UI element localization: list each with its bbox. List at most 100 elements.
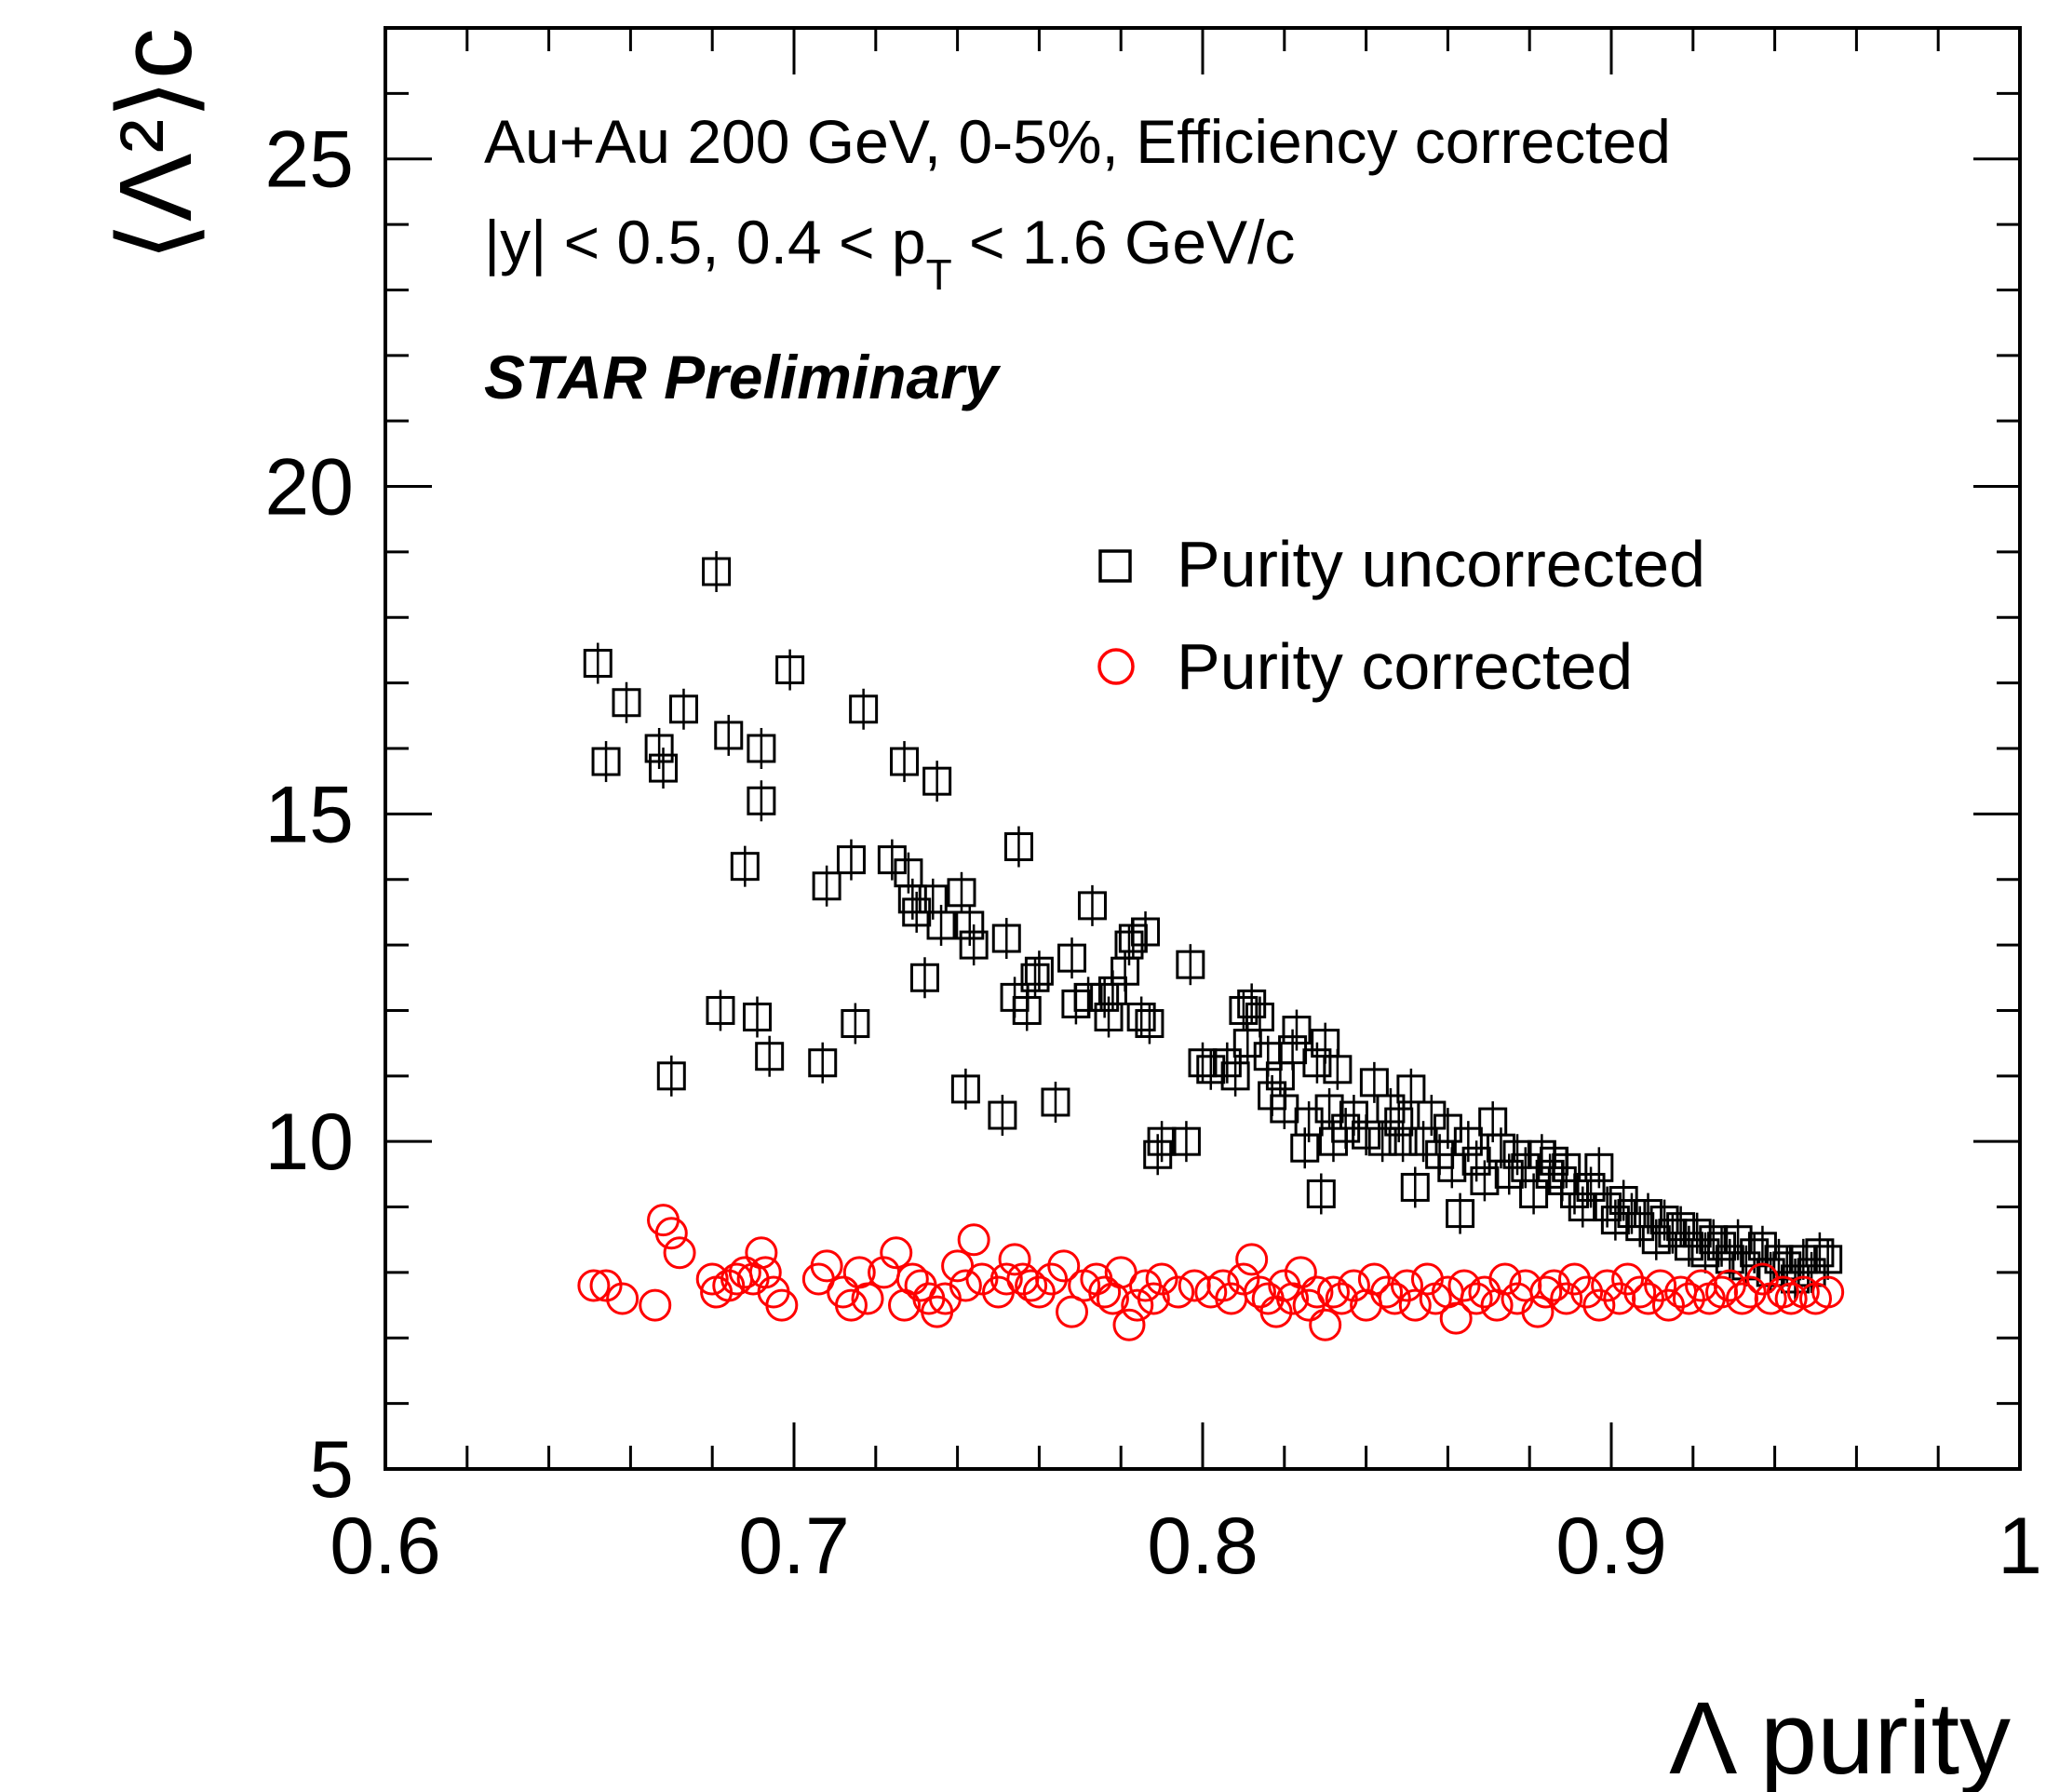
point-corrected: [1550, 1282, 1583, 1315]
point-uncorrected: [1470, 1165, 1500, 1195]
annotation-line2-b: < 1.6 GeV/c: [952, 208, 1296, 276]
point-corrected: [606, 1282, 639, 1315]
point-uncorrected: [922, 766, 952, 796]
annotation-line1: Au+Au 200 GeV, 0-5%, Efficiency correcte…: [484, 107, 1671, 176]
point-uncorrected: [656, 1061, 686, 1091]
point-corrected: [1121, 1288, 1154, 1322]
point-uncorrected: [1576, 1172, 1606, 1202]
point-corrected: [895, 1262, 929, 1296]
point-corrected: [765, 1288, 799, 1322]
x-tick-label: 0.8: [1147, 1502, 1259, 1591]
point-corrected: [1047, 1249, 1081, 1283]
point-corrected: [1529, 1275, 1563, 1309]
point-corrected: [1391, 1269, 1423, 1302]
point-uncorrected: [1220, 1061, 1250, 1091]
point-corrected: [1162, 1275, 1195, 1309]
series-purity-corrected: [577, 1204, 1845, 1341]
point-uncorrected: [955, 910, 985, 940]
point-uncorrected: [1245, 1002, 1274, 1031]
point-uncorrected: [1715, 1245, 1744, 1274]
legend-marker-square: [1098, 549, 1132, 583]
point-uncorrected: [591, 747, 621, 776]
point-uncorrected: [583, 649, 612, 679]
point-corrected: [851, 1282, 884, 1315]
point-uncorrected: [841, 1009, 870, 1039]
point-uncorrected: [1131, 917, 1161, 947]
point-uncorrected: [1073, 982, 1103, 1012]
point-corrected: [695, 1262, 729, 1296]
point-corrected: [957, 1223, 990, 1257]
point-corrected: [1300, 1275, 1334, 1309]
point-corrected: [1644, 1269, 1677, 1302]
x-axis-title: Λ purity: [1669, 1681, 2011, 1792]
point-uncorrected: [1400, 1172, 1430, 1202]
point-corrected: [1137, 1282, 1170, 1315]
point-corrected: [1235, 1243, 1269, 1276]
point-corrected: [989, 1262, 1023, 1296]
point-corrected: [728, 1256, 761, 1289]
point-uncorrected: [909, 963, 939, 992]
legend-marker-circle: [1097, 648, 1135, 685]
point-uncorrected: [1229, 995, 1259, 1025]
point-corrected: [1591, 1269, 1624, 1302]
point-corrected: [1664, 1275, 1698, 1309]
point-uncorrected: [1323, 1055, 1353, 1085]
point-uncorrected: [747, 786, 776, 815]
y-tick-label: 25: [264, 115, 354, 205]
point-corrected: [1672, 1282, 1705, 1315]
point-corrected: [712, 1269, 746, 1302]
x-tick-label: 0.7: [738, 1502, 850, 1591]
point-uncorrected: [1805, 1238, 1835, 1268]
point-uncorrected: [1584, 1152, 1614, 1182]
point-uncorrected: [1024, 956, 1054, 986]
point-uncorrected: [706, 995, 735, 1025]
point-corrected: [1632, 1282, 1665, 1315]
point-uncorrected: [1041, 1087, 1070, 1117]
point-corrected: [663, 1236, 696, 1270]
y-tick-label: 5: [309, 1425, 354, 1515]
star-preliminary-label: STAR Preliminary: [484, 343, 1002, 411]
series-purity-uncorrected: [583, 551, 1843, 1300]
point-corrected: [654, 1217, 688, 1250]
point-uncorrected: [1003, 832, 1033, 862]
y-tick-label: 20: [264, 443, 354, 532]
point-corrected: [949, 1269, 982, 1302]
point-uncorrected: [1306, 1179, 1336, 1208]
annotation-line2: |y| < 0.5, 0.4 < pT < 1.6 GeV/c: [484, 208, 1295, 299]
x-tick-labels: 0.6 0.7 0.8 0.9 1: [330, 1502, 2042, 1591]
point-uncorrected: [1446, 1199, 1475, 1229]
point-uncorrected: [1090, 982, 1120, 1012]
point-corrected: [1243, 1275, 1276, 1309]
point-corrected: [1309, 1308, 1342, 1341]
point-corrected: [1337, 1269, 1370, 1302]
point-corrected: [1227, 1262, 1260, 1296]
point-uncorrected: [1282, 1016, 1312, 1045]
point-corrected: [1357, 1262, 1391, 1296]
point-uncorrected: [1188, 1048, 1218, 1078]
point-uncorrected: [947, 878, 976, 908]
point-uncorrected: [890, 747, 920, 776]
point-uncorrected: [1367, 1126, 1397, 1156]
y-tick-labels: 5 10 15 20 25: [264, 115, 354, 1515]
point-uncorrected: [612, 688, 641, 718]
point-uncorrected: [1600, 1206, 1630, 1235]
point-corrected: [1557, 1262, 1591, 1296]
point-uncorrected: [747, 734, 776, 763]
point-corrected: [1284, 1256, 1317, 1289]
point-corrected: [1088, 1275, 1122, 1309]
point-corrected: [745, 1236, 778, 1270]
legend-label-uncorrected: Purity uncorrected: [1177, 528, 1705, 600]
point-uncorrected: [1126, 1002, 1156, 1031]
point-uncorrected: [644, 734, 674, 763]
point-uncorrected: [1176, 950, 1205, 979]
x-tick-label: 0.6: [330, 1502, 441, 1591]
point-corrected: [1378, 1282, 1411, 1315]
point-corrected: [1623, 1275, 1657, 1309]
x-tick-label: 1: [1998, 1502, 2042, 1591]
point-uncorrected: [1077, 891, 1107, 921]
point-corrected: [1733, 1275, 1767, 1309]
legend: Purity uncorrected Purity corrected: [1097, 528, 1705, 703]
point-uncorrected: [988, 1100, 1017, 1130]
point-corrected: [998, 1243, 1031, 1276]
